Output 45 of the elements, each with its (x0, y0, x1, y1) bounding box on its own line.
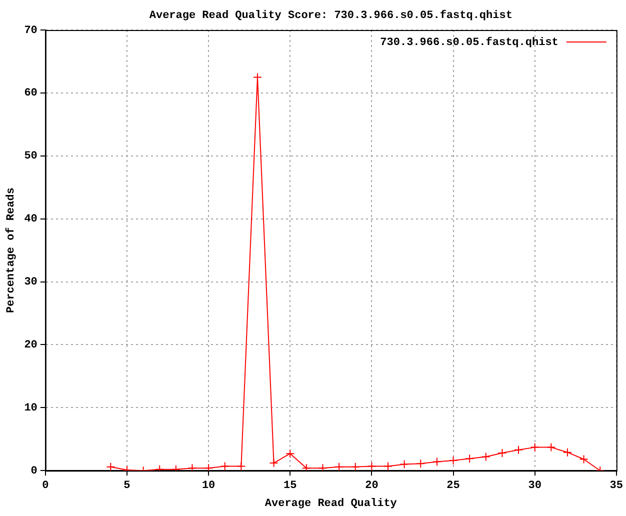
x-tick-label: 15 (284, 480, 298, 492)
x-tick-label: 10 (202, 480, 216, 492)
chart-title: Average Read Quality Score: 730.3.966.s0.05.fastq.qhist (149, 8, 512, 22)
legend-label: 730.3.966.s0.05.fastq.qhist (380, 36, 558, 49)
y-tick-label: 40 (24, 214, 38, 226)
point (269, 458, 278, 468)
x-tick-label: 35 (610, 480, 624, 492)
y-axis-title: Percentage of Reads (4, 188, 18, 314)
y-tick-label: 60 (24, 88, 38, 100)
y-tick-label: 30 (24, 276, 38, 289)
y-tick-label: 50 (24, 150, 38, 163)
point (481, 452, 490, 462)
point (432, 457, 442, 466)
point (334, 462, 344, 471)
point (220, 462, 230, 471)
point (188, 464, 197, 471)
y-tick-label: 70 (24, 24, 38, 37)
x-tick-label: 5 (124, 480, 131, 492)
point (204, 464, 214, 471)
x-tick-label: 20 (365, 480, 378, 492)
point (579, 454, 588, 464)
point (514, 445, 524, 454)
x-tick-label: 25 (446, 480, 460, 492)
point (286, 449, 295, 458)
y-tick-label: 10 (24, 402, 38, 414)
x-tick-label: 0 (42, 480, 49, 492)
x-axis-title: Average Read Quality (264, 498, 398, 510)
point (236, 462, 246, 471)
y-tick-label: 0 (30, 465, 38, 478)
point (350, 462, 360, 471)
point (465, 454, 474, 464)
point (546, 442, 556, 452)
point (530, 442, 540, 452)
point (106, 462, 116, 471)
point (416, 459, 426, 468)
point (302, 464, 311, 471)
point (318, 464, 328, 471)
point (498, 448, 507, 458)
point (400, 460, 409, 469)
point (448, 456, 458, 466)
x-tick-label: 30 (528, 480, 542, 492)
point (384, 462, 392, 471)
point (367, 462, 376, 471)
point (562, 448, 572, 457)
y-tick-label: 20 (24, 339, 38, 352)
